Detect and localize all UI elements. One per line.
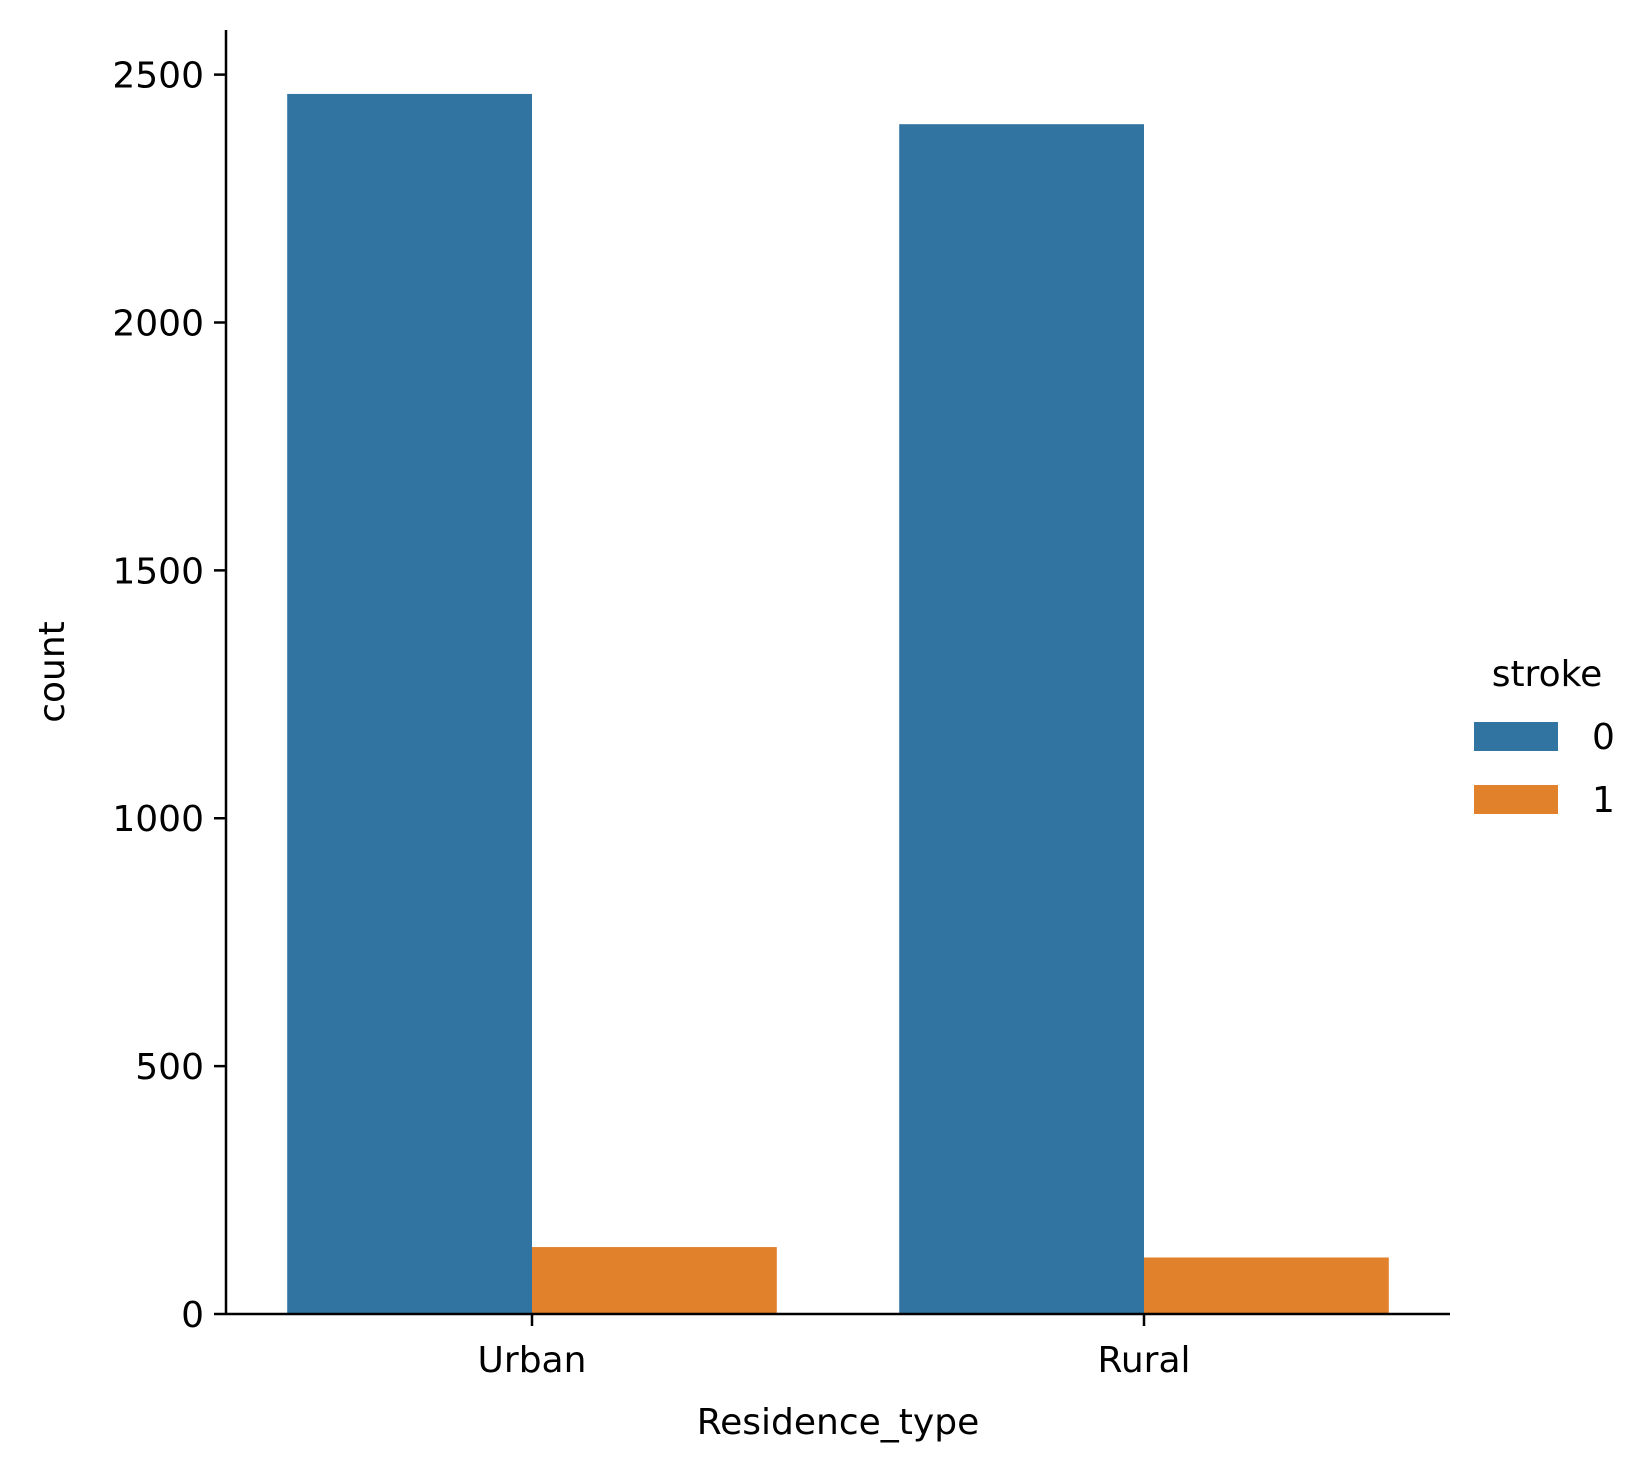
- legend-label-0: 0: [1592, 717, 1615, 758]
- y-tick-label: 2500: [112, 56, 204, 97]
- x-axis-label: Residence_type: [697, 1402, 979, 1443]
- y-tick-label: 1500: [112, 551, 204, 592]
- legend: stroke 0 1: [1474, 654, 1615, 821]
- bar-urban-stroke-0: [287, 93, 532, 1315]
- y-tick-label: 500: [135, 1047, 204, 1088]
- x-ticks: Urban Rural: [478, 1314, 1191, 1381]
- legend-swatch-0: [1474, 722, 1558, 751]
- y-tick-label: 2000: [112, 303, 204, 344]
- bars-layer: [287, 93, 1389, 1315]
- legend-title: stroke: [1492, 654, 1603, 695]
- legend-label-1: 1: [1592, 780, 1615, 821]
- x-tick-label: Urban: [478, 1340, 587, 1381]
- y-axis-label: count: [32, 621, 73, 723]
- bar-rural-stroke-0: [899, 124, 1144, 1315]
- bar-urban-stroke-1: [532, 1247, 777, 1314]
- x-tick-label: Rural: [1097, 1340, 1190, 1381]
- legend-swatch-1: [1474, 785, 1558, 814]
- axes-layer: [224, 30, 1450, 1316]
- y-tick-label: 1000: [112, 799, 204, 840]
- y-ticks: 0 500 1000 1500 2000 2500: [112, 56, 226, 1336]
- y-tick-label: 0: [181, 1295, 204, 1336]
- bar-rural-stroke-1: [1144, 1257, 1389, 1314]
